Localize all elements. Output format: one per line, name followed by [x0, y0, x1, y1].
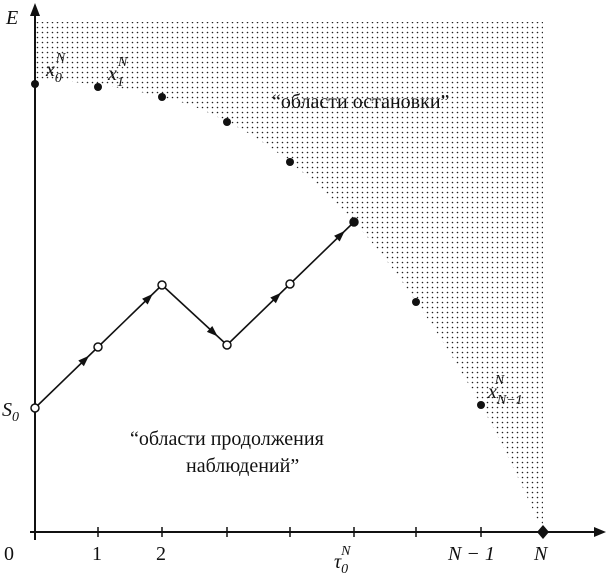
tau-label: τ0 N	[334, 544, 351, 577]
start-sub: 0	[12, 410, 19, 425]
start-base: S	[2, 399, 12, 421]
path-point	[93, 342, 103, 352]
point-label: xN−1 N	[487, 373, 523, 408]
path-point	[30, 403, 40, 413]
point-base: x	[45, 59, 55, 81]
point-sup: N	[494, 373, 505, 388]
y-axis-arrow	[30, 3, 40, 16]
arrowhead	[142, 293, 153, 305]
point-sub: 0	[55, 71, 62, 86]
continue-region-label: “области продолжения	[130, 428, 324, 450]
x-tick-label: 2	[156, 543, 166, 565]
x-tick-label: 1	[92, 543, 102, 565]
point-label: x1 N	[107, 55, 128, 90]
tau-base: τ	[334, 551, 342, 573]
boundary-point	[158, 93, 166, 101]
boundary-point	[412, 298, 420, 306]
x-tick-label: N − 1	[447, 543, 495, 565]
start-label: S0	[2, 399, 19, 425]
path-point	[285, 279, 295, 289]
point-base: x	[487, 381, 497, 403]
x-axis-arrow	[594, 527, 606, 537]
point-label: x0 N	[45, 51, 66, 86]
arrowhead	[78, 355, 89, 367]
arrowhead	[206, 325, 218, 337]
terminal-point	[537, 525, 549, 539]
tau-sup: N	[340, 544, 351, 559]
boundary-point	[286, 158, 294, 166]
boundary-point	[31, 80, 39, 88]
continue-region-label: наблюдений”	[186, 455, 299, 477]
path-point	[222, 340, 232, 350]
ticks	[97, 527, 482, 537]
path-point	[157, 280, 167, 290]
stop-region-label: “области остановки”	[272, 91, 449, 113]
point-base: x	[107, 63, 117, 85]
point-sup: N	[117, 55, 128, 70]
point-sub: N−1	[496, 393, 523, 408]
arrowhead	[334, 230, 345, 242]
x-tick-label: N	[533, 543, 549, 565]
arrowhead	[270, 292, 281, 304]
stopping-region	[35, 22, 543, 532]
boundary-point	[223, 118, 231, 126]
boundary-points	[31, 80, 485, 409]
point-sub: 1	[117, 75, 124, 90]
boundary-point	[94, 83, 102, 91]
path-point-stop	[349, 217, 359, 227]
y-axis-label: E	[5, 7, 18, 29]
x-tick-label: 0	[4, 543, 14, 565]
point-sup: N	[55, 51, 66, 66]
boundary-point	[477, 401, 485, 409]
tau-sub: 0	[341, 562, 348, 577]
observation-path	[30, 217, 359, 413]
